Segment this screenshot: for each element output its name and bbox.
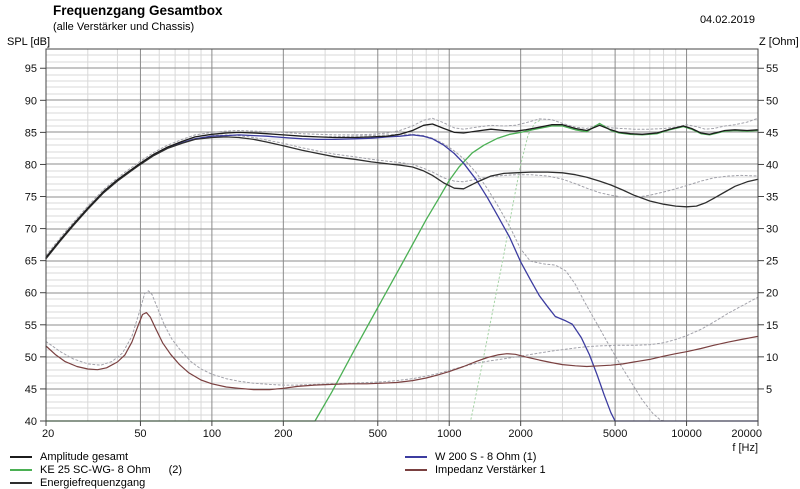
x-tick-label: 2000 (508, 428, 532, 440)
curve-amplitude (45, 123, 759, 259)
y-left-tick-label: 75 (25, 192, 37, 204)
y-left-tick-label: 80 (25, 159, 37, 171)
y-left-tick-label: 50 (25, 352, 37, 364)
y-left-tick-label: 65 (25, 256, 37, 268)
y-left-tick-label: 90 (25, 95, 37, 107)
legend-item: Energiefrequenzgang (10, 476, 182, 489)
curve-energy_dashed (211, 134, 759, 198)
y-right-axis-label: Z [Ohm] (759, 36, 799, 48)
legend-label: W 200 S - 8 Ohm (1) (435, 450, 537, 463)
legend-swatch (405, 468, 427, 471)
page-title: Frequenzgang Gesamtbox (53, 3, 223, 18)
y-right-tick-label: 35 (766, 192, 778, 204)
y-right-tick-label: 25 (766, 256, 778, 268)
legend-label-suffix: (2) (168, 463, 183, 476)
legend-column-2: W 200 S - 8 Ohm (1) Impedanz Verstärker 1 (405, 450, 546, 476)
legend-label: KE 25 SC-WG- 8 Ohm (40, 463, 151, 476)
legend-label: Amplitude gesamt (40, 450, 129, 463)
y-right-tick-label: 55 (766, 63, 778, 75)
curve-ke25 (45, 122, 759, 422)
y-right-tick-label: 5 (766, 384, 772, 396)
x-tick-label: 100 (203, 428, 221, 440)
x-tick-label: 20 (42, 428, 54, 440)
x-tick-label: 50 (134, 428, 146, 440)
curve-imp_dashed (45, 290, 759, 386)
legend-swatch (405, 455, 427, 458)
y-left-tick-label: 55 (25, 320, 37, 332)
legend-swatch (10, 468, 32, 471)
legend-item: KE 25 SC-WG- 8 Ohm (2) (10, 463, 182, 476)
curve-amp_dashed (45, 117, 759, 256)
legend-item: W 200 S - 8 Ohm (1) (405, 450, 546, 463)
x-tick-label: 1000 (437, 428, 461, 440)
page-subtitle: (alle Verstärker und Chassis) (53, 21, 195, 33)
legend-label: Impedanz Verstärker 1 (435, 463, 546, 476)
y-right-tick-label: 15 (766, 320, 778, 332)
y-right-tick-label: 30 (766, 224, 778, 236)
x-tick-label: 10000 (671, 428, 702, 440)
x-tick-label: 20000 (731, 428, 762, 440)
legend-label: Energiefrequenzgang (40, 476, 146, 489)
legend-item: Amplitude gesamt (10, 450, 182, 463)
x-tick-label: 500 (369, 428, 387, 440)
y-left-tick-label: 45 (25, 384, 37, 396)
grid-minor (46, 49, 758, 421)
y-left-tick-label: 95 (25, 63, 37, 75)
x-tick-label: 200 (274, 428, 292, 440)
legend-swatch (10, 481, 32, 484)
axis-tick-labels: 40 45 50 55 60 65 70 75 80 85 90 95 5 10 15 20 25 30 35 40 4… (25, 63, 779, 454)
date-label: 04.02.2019 (699, 14, 755, 26)
legend-column-1: Amplitude gesamt KE 25 SC-WG- 8 Ohm (2) Ene… (10, 450, 182, 489)
y-left-tick-label: 60 (25, 288, 37, 300)
plot-border (45, 48, 759, 422)
y-left-tick-label: 40 (25, 416, 37, 428)
y-right-tick-label: 40 (766, 159, 778, 171)
x-tick-label: 5000 (603, 428, 627, 440)
x-axis-label: f [Hz] (732, 442, 758, 454)
y-right-tick-label: 20 (766, 288, 778, 300)
legend-swatch (10, 455, 32, 458)
curves (45, 117, 759, 422)
y-right-tick-label: 10 (766, 352, 778, 364)
y-left-axis-label: SPL [dB] (7, 36, 51, 48)
axis-ticks (40, 67, 764, 426)
y-right-tick-label: 50 (766, 95, 778, 107)
y-left-tick-label: 85 (25, 127, 37, 139)
curve-energy (45, 136, 759, 260)
legend-item: Impedanz Verstärker 1 (405, 463, 546, 476)
curve-impedanz (45, 312, 759, 391)
curve-w200 (45, 134, 759, 422)
y-left-tick-label: 70 (25, 224, 37, 236)
y-right-tick-label: 45 (766, 127, 778, 139)
